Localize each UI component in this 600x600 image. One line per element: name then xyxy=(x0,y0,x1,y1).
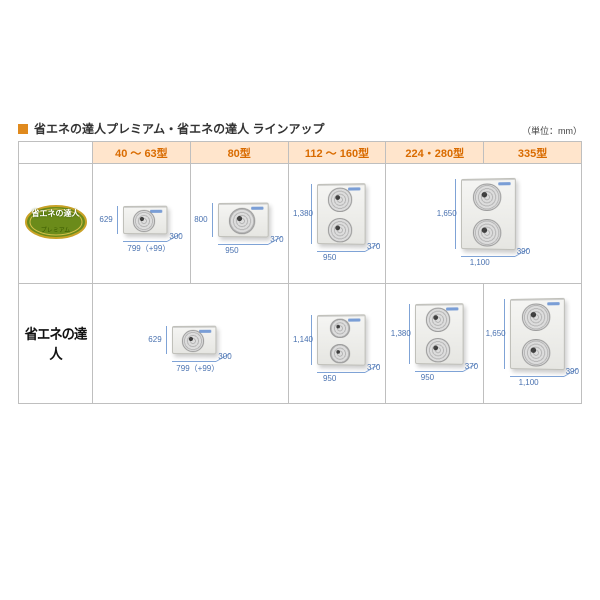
ac-unit-body xyxy=(415,303,464,365)
fan-icon xyxy=(473,219,501,247)
col-header-2: 112 ～ 160型 xyxy=(288,142,386,164)
fan-icon xyxy=(328,188,352,212)
dim-depth: 370 xyxy=(367,242,380,251)
lineup-table: 40 ～ 63型 80型 112 ～ 160型 224・280型 335型 省エ… xyxy=(18,141,582,404)
dim-width: 1,100 xyxy=(470,258,490,267)
cell-premium-1: 800 950 370 xyxy=(190,164,288,284)
col-header-4: 335型 xyxy=(484,142,582,164)
ac-unit-graphic: 1,380950370 xyxy=(395,300,475,384)
dim-width: 950 xyxy=(225,246,238,255)
fan-icon xyxy=(328,218,352,242)
dim-depth: 370 xyxy=(367,363,380,372)
fan-icon xyxy=(330,318,350,338)
ac-unit-graphic: 800950370 xyxy=(198,193,280,251)
fan-icon xyxy=(522,303,550,331)
unit-logo-icon xyxy=(446,307,458,310)
col-header-0: 40 ～ 63型 xyxy=(93,142,191,164)
ac-unit-graphic: 1,6501,100390 xyxy=(490,295,576,389)
cell-standard-3: 1,380 950 370 xyxy=(386,284,484,404)
ac-unit-body xyxy=(461,178,516,250)
dim-width: 1,100 xyxy=(519,378,539,387)
dim-depth: 370 xyxy=(270,235,283,244)
ac-unit-body xyxy=(172,326,216,355)
cell-premium-0: 629 799（+99） 300 xyxy=(93,164,191,284)
ac-unit-body xyxy=(510,298,565,370)
ac-unit-graphic: 629799（+99）300 xyxy=(152,316,228,368)
row-premium: 省エネの達人 プレミアム 629 799（+99） 300 800 950 370 1,… xyxy=(19,164,582,284)
unit-logo-icon xyxy=(498,182,510,185)
cell-standard-2: 1,140 950 370 xyxy=(288,284,386,404)
title-row: 省エネの達人プレミアム・省エネの達人 ラインアップ （単位：mm） xyxy=(18,120,582,137)
dim-depth: 390 xyxy=(566,367,579,376)
dim-width: 950 xyxy=(323,374,336,383)
premium-badge-sub: プレミアム xyxy=(25,228,87,234)
dim-depth: 370 xyxy=(465,362,478,371)
dim-width: 950 xyxy=(323,253,336,262)
dim-height: 1,380 xyxy=(293,209,313,218)
row-header-premium: 省エネの達人 プレミアム xyxy=(19,164,93,284)
ac-unit-graphic: 629799（+99）300 xyxy=(103,196,179,248)
dim-depth: 300 xyxy=(169,232,182,241)
cell-standard-1: 629 799（+99） 300 xyxy=(93,284,289,404)
premium-badge-main: 省エネの達人 xyxy=(25,210,87,218)
fan-icon xyxy=(229,207,256,234)
dim-width: 799（+99） xyxy=(176,363,219,374)
premium-badge-icon: 省エネの達人 プレミアム xyxy=(25,204,87,240)
dim-height: 800 xyxy=(194,215,207,224)
ac-unit-body xyxy=(317,183,366,245)
title-text: 省エネの達人プレミアム・省エネの達人 ラインアップ xyxy=(34,120,325,137)
dim-height: 629 xyxy=(148,335,161,344)
dim-width: 950 xyxy=(421,373,434,382)
col-header-3: 224・280型 xyxy=(386,142,484,164)
unit-logo-icon xyxy=(348,187,360,190)
ac-unit-graphic: 1,380950370 xyxy=(297,180,377,264)
unit-logo-icon xyxy=(251,207,263,210)
fan-icon xyxy=(426,308,450,332)
fan-icon xyxy=(426,338,450,362)
page-title: 省エネの達人プレミアム・省エネの達人 ラインアップ xyxy=(18,120,325,137)
dim-depth: 300 xyxy=(218,352,231,361)
dim-height: 1,650 xyxy=(486,329,506,338)
ac-unit-body xyxy=(218,202,269,237)
dim-depth: 390 xyxy=(517,247,530,256)
ac-unit-graphic: 1,6501,100390 xyxy=(441,175,527,269)
dim-height: 1,650 xyxy=(437,209,457,218)
ac-unit-body xyxy=(123,206,167,235)
col-header-1: 80型 xyxy=(190,142,288,164)
unit-logo-icon xyxy=(150,210,162,213)
cell-premium-3: 1,650 1,100 390 xyxy=(386,164,582,284)
header-blank xyxy=(19,142,93,164)
fan-icon xyxy=(522,339,550,367)
dim-height: 1,380 xyxy=(391,329,411,338)
dim-height: 629 xyxy=(99,215,112,224)
unit-logo-icon xyxy=(547,302,559,305)
row-standard: 省エネの達人 629 799（+99） 300 1,140 950 370 1,380 9… xyxy=(19,284,582,404)
standard-label: 省エネの達人 xyxy=(21,324,90,364)
fan-icon xyxy=(473,183,501,211)
title-bullet-icon xyxy=(18,124,28,134)
fan-icon xyxy=(133,210,155,232)
dim-width: 799（+99） xyxy=(127,243,170,254)
fan-icon xyxy=(182,330,204,352)
ac-unit-graphic: 1,140950370 xyxy=(297,305,377,379)
unit-note: （単位：mm） xyxy=(522,124,582,137)
cell-premium-2: 1,380 950 370 xyxy=(288,164,386,284)
unit-logo-icon xyxy=(348,318,360,321)
ac-unit-body xyxy=(317,314,366,365)
row-header-standard: 省エネの達人 xyxy=(19,284,93,404)
fan-icon xyxy=(330,344,350,364)
cell-standard-4: 1,650 1,100 390 xyxy=(484,284,582,404)
dim-height: 1,140 xyxy=(293,335,313,344)
